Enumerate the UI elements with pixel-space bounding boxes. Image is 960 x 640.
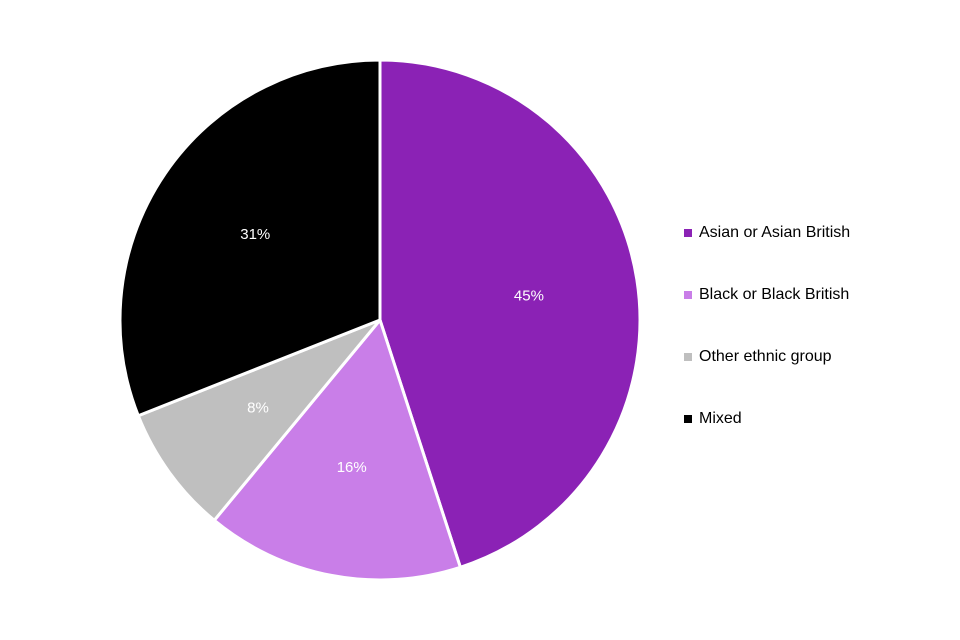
- pie-slice-label-black-or-black-british: 16%: [337, 459, 367, 476]
- legend-label-asian: Asian or Asian British: [699, 224, 851, 241]
- legend-item-mixed: Mixed: [684, 408, 850, 430]
- legend-swatch-other: [684, 353, 692, 361]
- pie-slice-label-mixed: 31%: [240, 226, 270, 243]
- legend-item-other: Other ethnic group: [684, 346, 850, 368]
- chart-legend: Asian or Asian British Black or Black Br…: [684, 222, 850, 470]
- legend-swatch-mixed: [684, 415, 692, 423]
- legend-label-mixed: Mixed: [699, 410, 742, 427]
- pie-slices: [118, 58, 642, 582]
- legend-label-other: Other ethnic group: [699, 348, 832, 365]
- pie-slice-label-other-ethnic-group: 8%: [247, 400, 269, 417]
- legend-item-asian: Asian or Asian British: [684, 222, 850, 244]
- pie-slice-black-or-black-british: [212, 318, 462, 582]
- pie-slice-label-asian-or-asian-british: 45%: [514, 287, 544, 304]
- pie-slice-mixed: [118, 58, 382, 418]
- legend-label-black: Black or Black British: [699, 286, 850, 303]
- pie-slice-labels: 45% 16% 8% 31%: [240, 226, 544, 476]
- legend-swatch-asian: [684, 229, 692, 237]
- pie-slice-other-ethnic-group: [136, 318, 382, 522]
- legend-swatch-black: [684, 291, 692, 299]
- pie-slice-asian-or-asian-british: [378, 58, 642, 569]
- legend-item-black: Black or Black British: [684, 284, 850, 306]
